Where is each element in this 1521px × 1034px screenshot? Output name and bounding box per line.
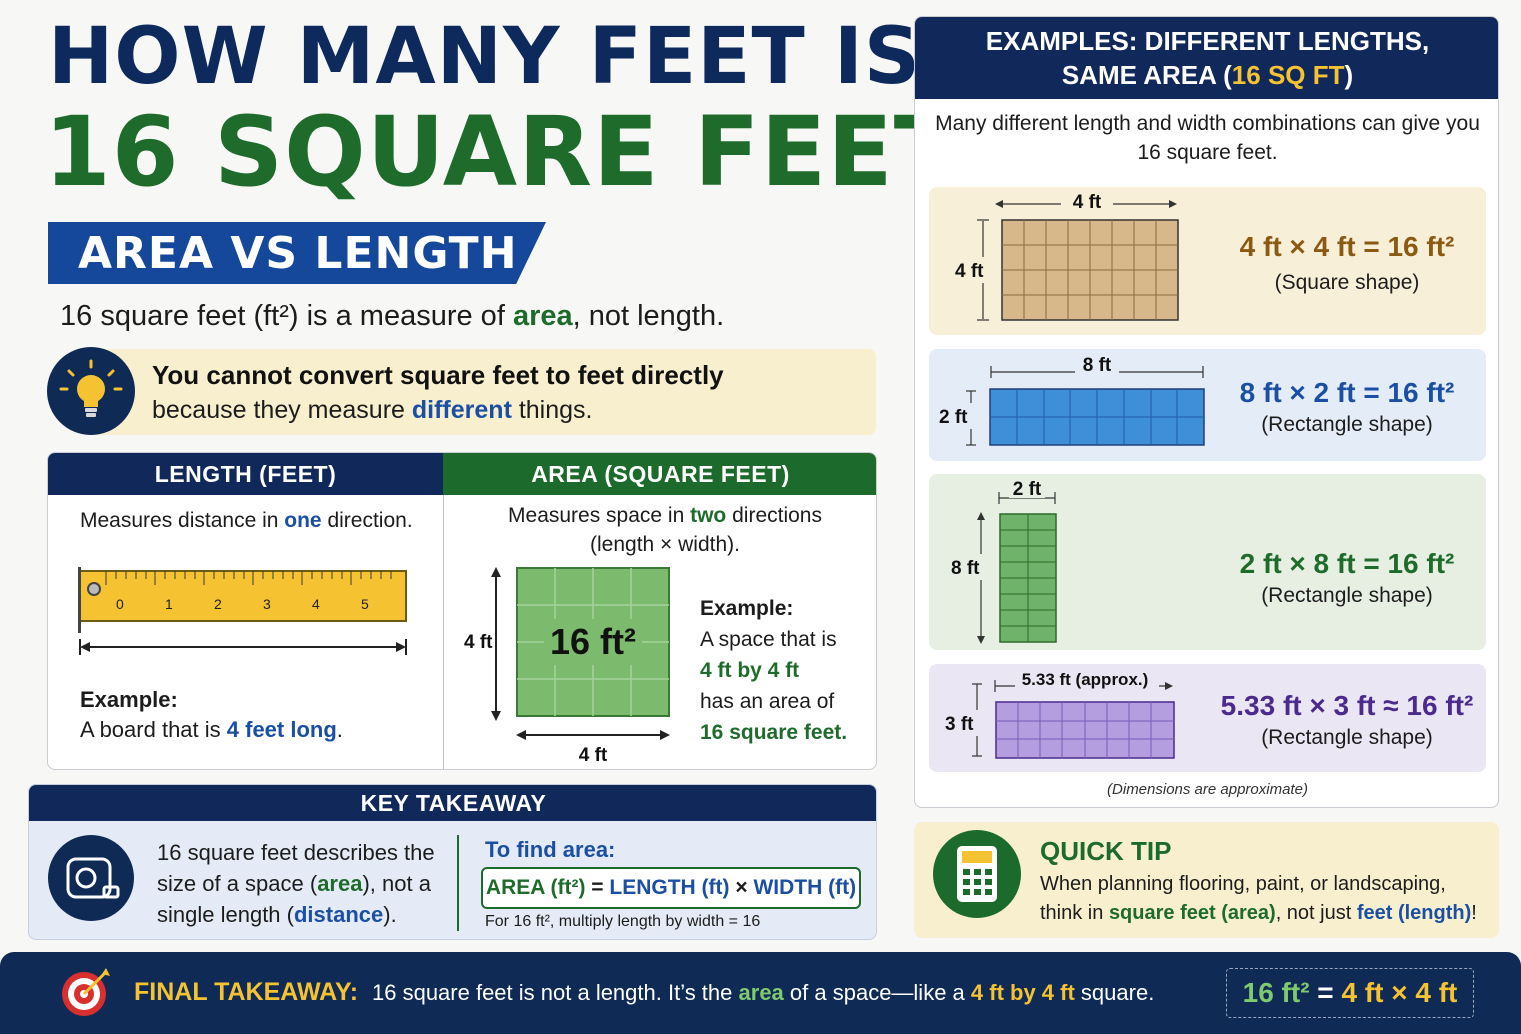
examples-intro: Many different length and width combinat…	[935, 112, 1480, 164]
example-1-equation: 4 ft × 4 ft = 16 ft²	[1239, 231, 1455, 262]
final-takeaway-label: FINAL TAKEAWAY:	[134, 978, 359, 1006]
area-formula: AREA (ft²) = LENGTH (ft) × WIDTH (ft)	[481, 867, 861, 909]
example-4-shape: (Rectangle shape)	[1261, 726, 1433, 749]
calculator-icon	[933, 830, 1021, 918]
example-card-approx: 5.33 ft (approx.) 3 ft 5.33 ft × 3 ft ≈ …	[929, 664, 1486, 772]
final-takeaway-text: 16 square feet is not a length. It’s the…	[372, 980, 1155, 1005]
panel-divider	[443, 495, 444, 769]
key-takeaway-header: KEY TAKEAWAY	[29, 785, 876, 821]
tape-measure-circle-icon	[48, 835, 134, 921]
area-grid-label: 16 ft²	[550, 621, 636, 662]
example-3-shape: (Rectangle shape)	[1261, 584, 1433, 607]
length-example-text: A board that is 4 feet long.	[80, 717, 343, 742]
intro-text: 16 square feet (ft²) is a measure of are…	[60, 300, 725, 332]
area-bottom-label: 4 ft	[579, 745, 608, 766]
area-example: Example: A space that is 4 ft by 4 ft ha…	[700, 597, 848, 744]
quick-tip-header: QUICK TIP	[1040, 836, 1172, 866]
tip-box	[90, 349, 876, 435]
examples-panel: EXAMPLES: DIFFERENT LENGTHS, SAME AREA (1…	[914, 16, 1499, 808]
final-takeaway-bar	[0, 952, 1521, 1034]
ruler-tick-2: 2	[214, 596, 222, 612]
example-4-top-label: 5.33 ft (approx.)	[1022, 670, 1149, 689]
ruler-tick-4: 4	[312, 596, 320, 612]
tip-headline: You cannot convert square feet to feet d…	[152, 360, 724, 390]
example-2-side-label: 2 ft	[939, 407, 968, 428]
example-1-side-label: 4 ft	[955, 261, 984, 282]
example-3-top-label: 2 ft	[1013, 479, 1042, 500]
example-4-equation: 5.33 ft × 3 ft ≈ 16 ft²	[1220, 690, 1474, 721]
page-title-line1: HOW MANY FEET IS	[48, 12, 922, 102]
area-grid-diagram: 16 ft² 4 ft 4 ft	[464, 567, 670, 766]
examples-header: EXAMPLES: DIFFERENT LENGTHS, SAME AREA (1…	[915, 17, 1498, 99]
length-header: LENGTH (FEET)	[48, 453, 443, 495]
target-icon	[60, 966, 112, 1018]
example-2-shape: (Rectangle shape)	[1261, 413, 1433, 436]
length-example-label: Example:	[80, 687, 178, 712]
area-side-label: 4 ft	[464, 632, 493, 653]
example-3-side-label: 8 ft	[951, 558, 980, 579]
example-card-wide: 8 ft 2 ft 8 ft × 2 ft = 16 ft² (Rectangl…	[929, 349, 1486, 461]
tip-text: because they measure different things.	[152, 396, 593, 424]
ruler-tick-5: 5	[361, 596, 369, 612]
tape-measure-icon: 0 1 2 3 4 5	[78, 567, 407, 655]
final-equation-box: 16 ft² = 4 ft × 4 ft	[1226, 968, 1474, 1018]
example-1-top-label: 4 ft	[1073, 192, 1102, 213]
example-2-equation: 8 ft × 2 ft = 16 ft²	[1239, 377, 1455, 408]
example-card-tall: 2 ft 8 ft 2 ft × 8 ft = 16 ft² (Rectangl…	[929, 474, 1486, 650]
dimensions-note: (Dimensions are approximate)	[1107, 781, 1308, 798]
example-3-equation: 2 ft × 8 ft = 16 ft²	[1239, 548, 1455, 579]
ribbon-label: AREA VS LENGTH	[78, 228, 518, 279]
find-area-label: To find area:	[485, 837, 616, 862]
formula-note: For 16 ft², multiply length by width = 1…	[485, 913, 761, 930]
key-takeaway-text: 16 square feet describes the size of a s…	[157, 840, 435, 927]
page-title-line2: 16 SQUARE FEET?	[44, 96, 1017, 208]
example-2-top-label: 8 ft	[1083, 355, 1112, 376]
length-description: Measures distance in one direction.	[80, 509, 413, 532]
example-4-side-label: 3 ft	[945, 714, 974, 735]
section-ribbon: AREA VS LENGTH	[48, 222, 546, 284]
lightbulb-icon	[47, 347, 135, 435]
quick-tip-text: When planning flooring, paint, or landsc…	[1040, 873, 1477, 924]
area-description: Measures space in two directions (length …	[508, 504, 822, 556]
ruler-tick-1: 1	[165, 596, 173, 612]
ruler-tick-0: 0	[116, 596, 124, 612]
area-header: AREA (SQUARE FEET)	[443, 453, 876, 495]
ruler-tick-3: 3	[263, 596, 271, 612]
example-1-shape: (Square shape)	[1274, 271, 1420, 294]
key-takeaway-panel: KEY TAKEAWAY 16 square feet describes th…	[28, 784, 877, 940]
comparison-panel: LENGTH (FEET) AREA (SQUARE FEET) Measure…	[47, 452, 877, 770]
example-card-square: 4 ft 4 ft 4 ft × 4 ft = 16 ft² (Square s…	[929, 187, 1486, 335]
key-divider	[457, 835, 459, 931]
